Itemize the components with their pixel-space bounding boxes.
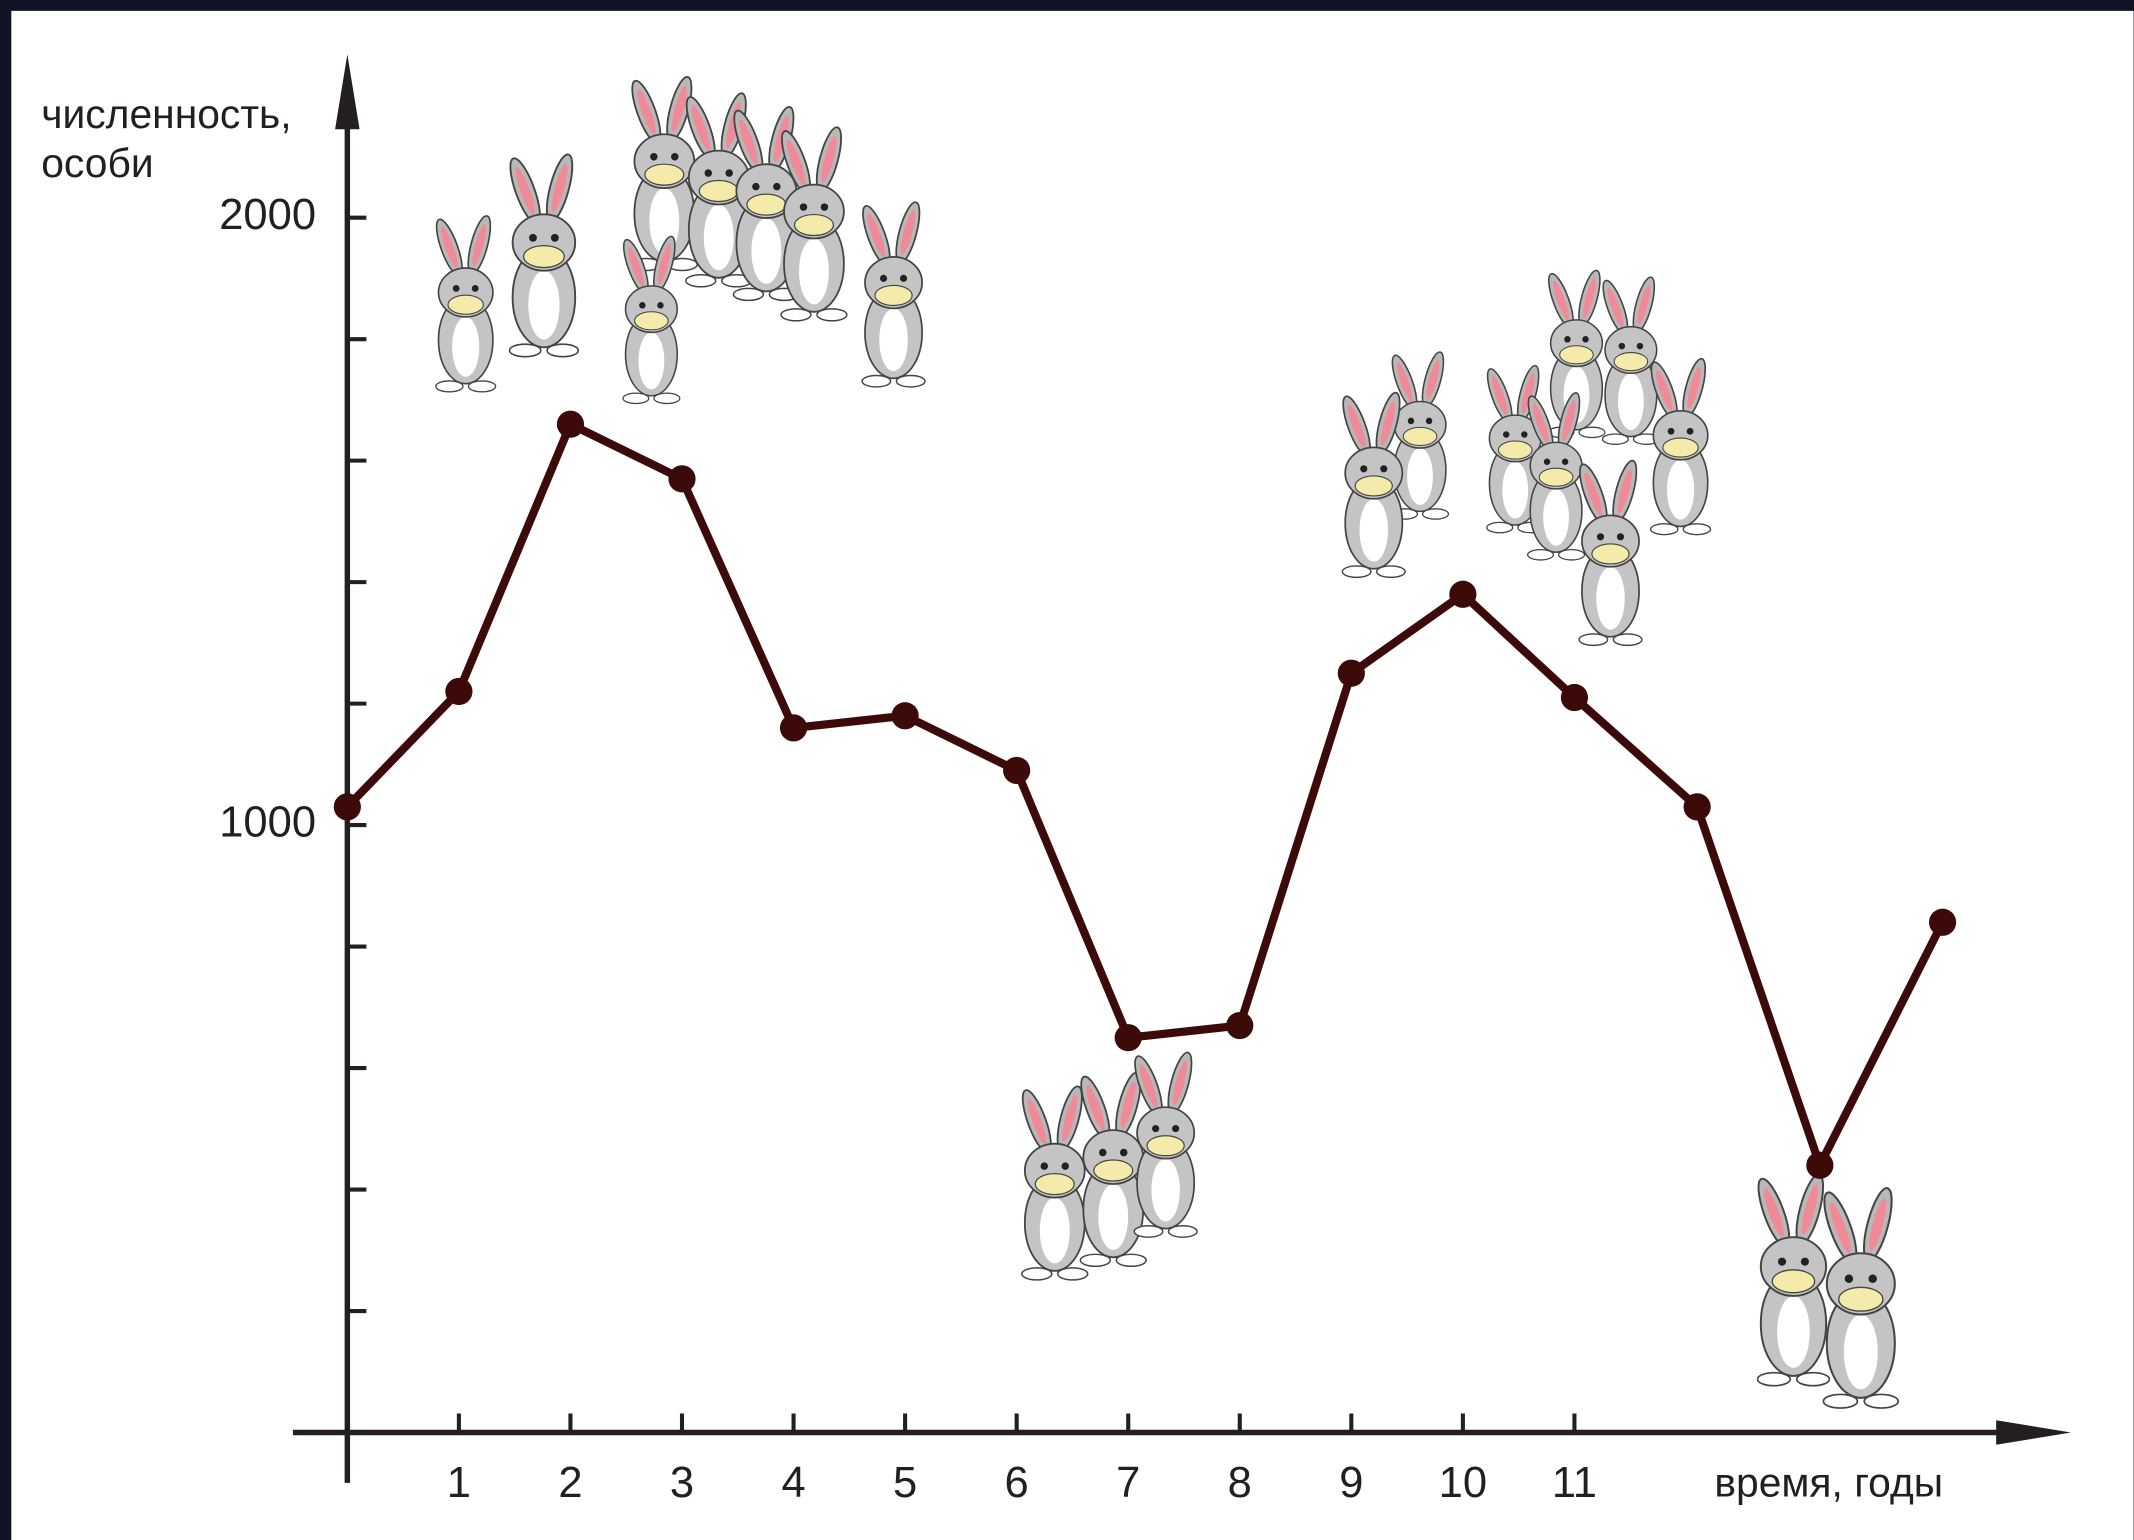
- data-point: [892, 702, 919, 729]
- y-tick-label: 1000: [219, 799, 316, 847]
- data-point: [1003, 757, 1030, 784]
- chart: численность, особи время, годы 1 2 3 4 5 6 7 8 9…: [0, 0, 2134, 1540]
- x-tick-label: 7: [1116, 1459, 1140, 1507]
- x-tick-label: 6: [1005, 1459, 1029, 1507]
- data-point: [445, 678, 472, 705]
- data-point: [1806, 1152, 1833, 1179]
- x-tick-label: 9: [1339, 1459, 1363, 1507]
- x-tick-label: 2: [558, 1459, 582, 1507]
- data-point: [1561, 684, 1588, 711]
- x-tick-label: 5: [893, 1459, 917, 1507]
- x-axis-label: время, годы: [1714, 1459, 1943, 1505]
- x-tick-label: 10: [1439, 1459, 1487, 1507]
- data-point: [1449, 581, 1476, 608]
- x-tick-label: 1: [447, 1459, 471, 1507]
- data-point: [1226, 1012, 1253, 1039]
- data-point: [668, 465, 695, 492]
- data-point: [1684, 793, 1711, 820]
- data-point: [1338, 660, 1365, 687]
- x-tick-label: 3: [670, 1459, 694, 1507]
- x-tick-label: 4: [781, 1459, 805, 1507]
- y-axis-label: особи: [41, 140, 153, 186]
- data-point: [1929, 909, 1956, 936]
- data-point: [1115, 1024, 1142, 1051]
- x-tick-label: 11: [1552, 1459, 1597, 1507]
- y-axis-label: численность,: [41, 91, 291, 137]
- y-tick-label: 2000: [219, 191, 316, 239]
- x-tick-label: 8: [1228, 1459, 1252, 1507]
- page: {"chart_data": {"type": "line", "ylabel"…: [0, 0, 2134, 1540]
- data-point: [557, 411, 584, 438]
- data-point: [780, 714, 807, 741]
- data-point: [334, 793, 361, 820]
